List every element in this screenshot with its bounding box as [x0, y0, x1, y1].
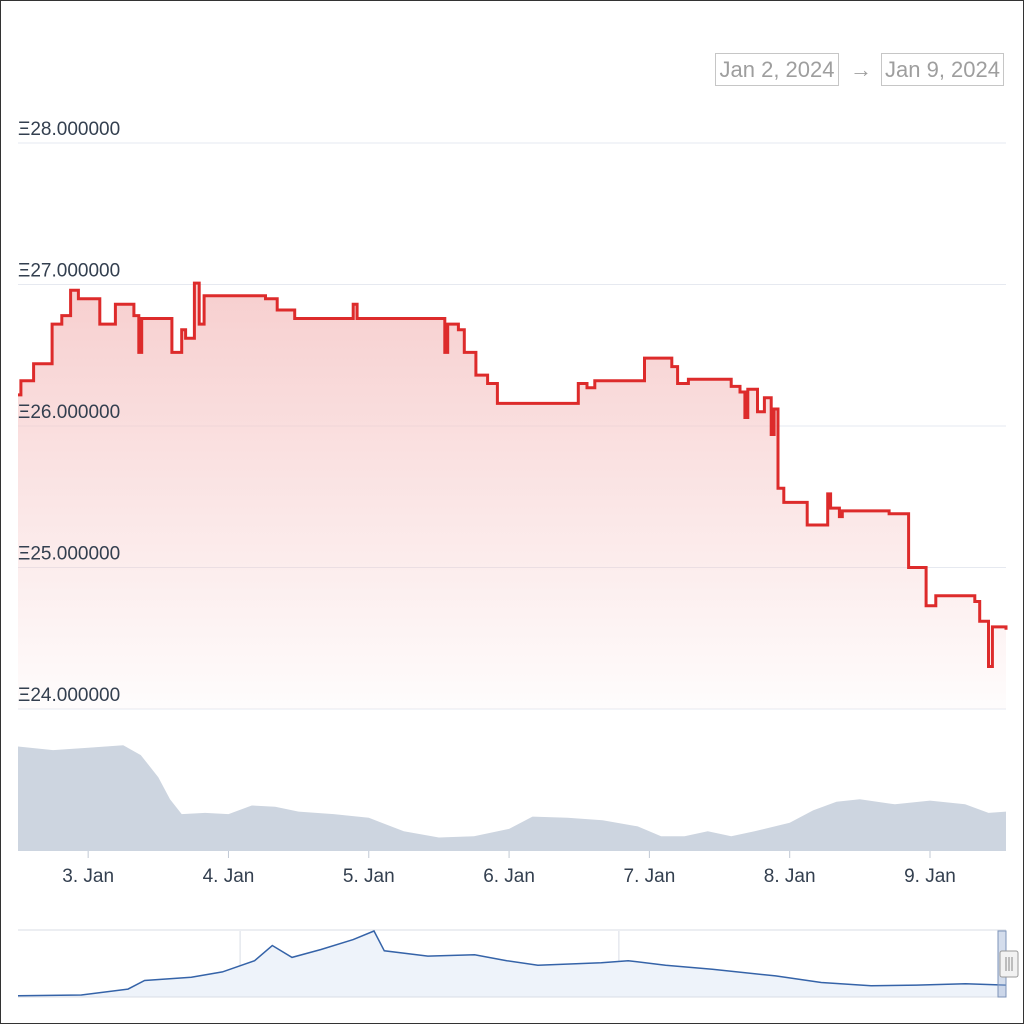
y-tick-label: Ξ25.000000	[18, 544, 120, 565]
x-tick-label: 4. Jan	[203, 866, 255, 887]
x-tick-label: 6. Jan	[483, 866, 535, 887]
x-tick-label: 3. Jan	[62, 866, 114, 887]
volume-area	[18, 745, 1006, 851]
y-tick-label: Ξ24.000000	[18, 685, 120, 706]
range-to-input[interactable]: Jan 9, 2024	[881, 53, 1004, 86]
navigator-area	[18, 931, 1006, 997]
x-tick-label: 5. Jan	[343, 866, 395, 887]
navigator-line	[17, 930, 1007, 997]
navigator-handle[interactable]	[999, 950, 1019, 978]
y-tick-label: Ξ27.000000	[18, 261, 120, 282]
y-tick-label: Ξ26.000000	[18, 402, 120, 423]
x-tick-label: 8. Jan	[764, 866, 816, 887]
x-tick-label: 9. Jan	[904, 866, 956, 887]
x-tick-label: 7. Jan	[624, 866, 676, 887]
range-arrow: →	[850, 57, 872, 82]
y-tick-label: Ξ28.000000	[18, 119, 120, 140]
price-area-fill	[18, 283, 1006, 709]
range-from-input[interactable]: Jan 2, 2024	[715, 53, 839, 86]
price-line	[18, 281, 1008, 668]
